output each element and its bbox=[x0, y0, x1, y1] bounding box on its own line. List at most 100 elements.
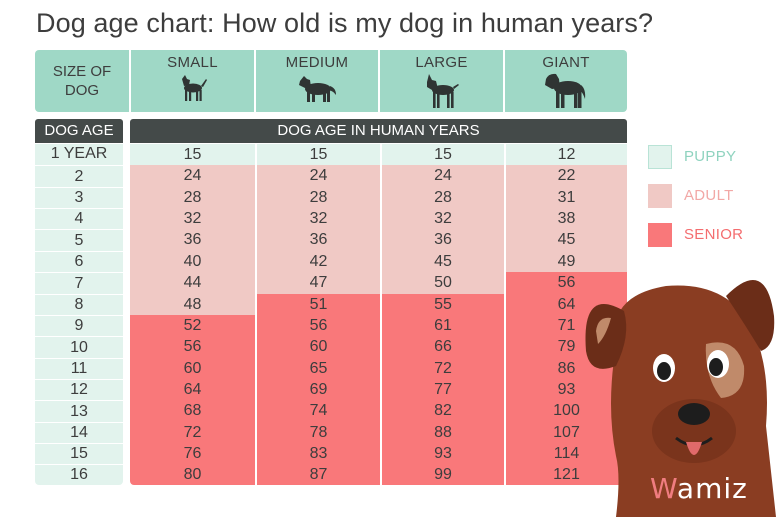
dog-age-header: DOG AGE bbox=[35, 119, 123, 143]
age-cell-adult: 50 bbox=[380, 272, 504, 294]
age-cell-senior: 121 bbox=[504, 464, 627, 485]
age-cell-adult: 31 bbox=[504, 187, 627, 208]
age-cell-adult: 36 bbox=[130, 229, 255, 251]
age-cell-senior: 61 bbox=[380, 315, 504, 336]
small-dog-icon bbox=[181, 75, 207, 101]
human-years-header: DOG AGE IN HUMAN YEARS bbox=[130, 119, 627, 143]
age-cell-senior: 88 bbox=[380, 422, 504, 443]
size-header: SIZE OF DOG SMALL MEDIUM bbox=[35, 50, 627, 112]
age-cell-senior: 52 bbox=[130, 315, 255, 336]
legend-adult-label: ADULT bbox=[684, 187, 734, 204]
age-cell-senior: 77 bbox=[380, 379, 504, 400]
age-cell-senior: 93 bbox=[380, 443, 504, 464]
age-label: 3 bbox=[35, 187, 123, 208]
size-label-line2: DOG bbox=[64, 82, 100, 99]
human-years-table: 15 15 15 12 24 24 24 22 28 28 28 31 32 32 32 38 36 36 36 45… bbox=[130, 144, 627, 485]
age-label: 6 bbox=[35, 251, 123, 272]
age-cell-senior: 60 bbox=[255, 336, 380, 358]
age-cell-adult: 44 bbox=[130, 272, 255, 294]
legend-senior-label: SENIOR bbox=[684, 226, 744, 243]
size-of-dog-cell: SIZE OF DOG bbox=[35, 50, 131, 112]
age-cell-adult: 32 bbox=[380, 208, 504, 229]
age-cell-senior: 69 bbox=[255, 379, 380, 400]
age-cell-senior: 78 bbox=[255, 422, 380, 443]
age-label: 7 bbox=[35, 272, 123, 294]
age-label: 15 bbox=[35, 443, 123, 464]
age-cell-puppy: 15 bbox=[380, 144, 504, 165]
age-label: 2 bbox=[35, 165, 123, 187]
age-label: 11 bbox=[35, 358, 123, 379]
age-label: 12 bbox=[35, 379, 123, 400]
age-cell-adult: 45 bbox=[380, 251, 504, 272]
giant-dog-icon bbox=[545, 73, 586, 108]
age-cell-adult: 32 bbox=[255, 208, 380, 229]
legend-puppy-label: PUPPY bbox=[684, 148, 737, 165]
age-cell-adult: 38 bbox=[504, 208, 627, 229]
age-cell-adult: 24 bbox=[255, 165, 380, 187]
age-cell-senior: 51 bbox=[255, 294, 380, 315]
legend-adult-swatch bbox=[648, 184, 672, 208]
age-cell-senior: 72 bbox=[130, 422, 255, 443]
age-cell-senior: 80 bbox=[130, 464, 255, 485]
age-cell-senior: 99 bbox=[380, 464, 504, 485]
age-cell-adult: 32 bbox=[130, 208, 255, 229]
age-cell-senior: 87 bbox=[255, 464, 380, 485]
age-cell-adult: 24 bbox=[380, 165, 504, 187]
age-label: 10 bbox=[35, 336, 123, 358]
large-dog-icon bbox=[426, 74, 459, 108]
size-small-cell: SMALL bbox=[131, 50, 256, 112]
age-label: 16 bbox=[35, 464, 123, 485]
size-label-line1: SIZE OF bbox=[52, 63, 112, 80]
size-name-medium: MEDIUM bbox=[285, 54, 349, 71]
legend-puppy-swatch bbox=[648, 145, 672, 169]
brand-rest: amiz bbox=[676, 472, 748, 505]
age-cell-senior: 56 bbox=[504, 272, 627, 294]
dog-age-column: 1 YEAR 2 3 4 5 6 7 8 9 10 11 12 13 14 15 16 bbox=[35, 144, 123, 485]
age-cell-senior: 68 bbox=[130, 400, 255, 422]
age-cell-senior: 100 bbox=[504, 400, 627, 422]
age-cell-adult: 28 bbox=[255, 187, 380, 208]
age-cell-adult: 28 bbox=[380, 187, 504, 208]
age-cell-puppy: 12 bbox=[504, 144, 627, 165]
size-name-small: SMALL bbox=[167, 54, 218, 71]
age-cell-adult: 24 bbox=[130, 165, 255, 187]
age-label: 14 bbox=[35, 422, 123, 443]
age-label: 4 bbox=[35, 208, 123, 229]
age-cell-adult: 36 bbox=[380, 229, 504, 251]
age-label: 9 bbox=[35, 315, 123, 336]
age-cell-puppy: 15 bbox=[130, 144, 255, 165]
age-label: 13 bbox=[35, 400, 123, 422]
age-cell-adult: 42 bbox=[255, 251, 380, 272]
brand-first: W bbox=[650, 472, 677, 505]
age-cell-senior: 56 bbox=[130, 336, 255, 358]
age-cell-adult: 36 bbox=[255, 229, 380, 251]
age-label: 1 YEAR bbox=[50, 145, 108, 162]
age-cell-senior: 56 bbox=[255, 315, 380, 336]
medium-dog-icon bbox=[299, 76, 336, 102]
age-cell-senior: 76 bbox=[130, 443, 255, 464]
size-giant-cell: GIANT bbox=[505, 50, 627, 112]
age-cell-adult: 45 bbox=[504, 229, 627, 251]
age-cell-adult: 22 bbox=[504, 165, 627, 187]
age-cell-puppy: 15 bbox=[255, 144, 380, 165]
age-cell-senior: 60 bbox=[130, 358, 255, 379]
age-cell-senior: 66 bbox=[380, 336, 504, 358]
age-cell-senior: 55 bbox=[380, 294, 504, 315]
age-cell-senior: 83 bbox=[255, 443, 380, 464]
age-label: 5 bbox=[35, 229, 123, 251]
age-cell-senior: 64 bbox=[130, 379, 255, 400]
size-name-giant: GIANT bbox=[542, 54, 590, 71]
age-cell-senior: 107 bbox=[504, 422, 627, 443]
legend-senior-swatch bbox=[648, 223, 672, 247]
wamiz-logo: Wamiz bbox=[650, 472, 748, 505]
size-large-cell: LARGE bbox=[380, 50, 505, 112]
age-cell-senior: 74 bbox=[255, 400, 380, 422]
age-cell-adult: 40 bbox=[130, 251, 255, 272]
size-name-large: LARGE bbox=[415, 54, 468, 71]
size-medium-cell: MEDIUM bbox=[256, 50, 380, 112]
age-cell-senior: 114 bbox=[504, 443, 627, 464]
age-cell-senior: 72 bbox=[380, 358, 504, 379]
age-cell-adult: 47 bbox=[255, 272, 380, 294]
age-label: 8 bbox=[35, 294, 123, 315]
age-cell-adult: 28 bbox=[130, 187, 255, 208]
